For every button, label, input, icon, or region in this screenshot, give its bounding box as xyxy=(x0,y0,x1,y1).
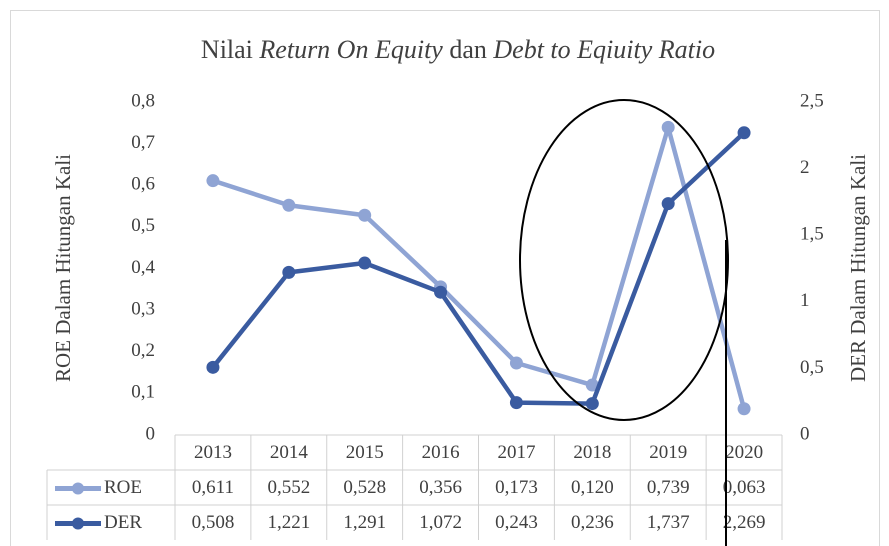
table-value: 0,356 xyxy=(419,477,462,498)
y-tick-label: 0,5 xyxy=(131,215,155,236)
y2-tick-label: 0,5 xyxy=(800,357,824,378)
title-part: dan xyxy=(443,35,494,64)
x-tick-label: 2020 xyxy=(725,442,763,463)
table-value: 0,611 xyxy=(192,477,234,498)
data-point xyxy=(282,198,296,212)
y-tick-label: 0,3 xyxy=(131,298,155,319)
table-value: 0,243 xyxy=(495,512,538,533)
table-value: 1,221 xyxy=(267,512,310,533)
table-value: 0,739 xyxy=(647,477,690,498)
series-line xyxy=(212,125,747,410)
title-part: Nilai xyxy=(201,35,260,64)
y-axis-label: ROE Dalam Hitungan Kali xyxy=(51,154,75,382)
data-point xyxy=(509,396,523,410)
chart-border xyxy=(10,10,880,546)
highlight-ellipse xyxy=(519,99,729,421)
legend-marker xyxy=(72,517,84,530)
y2-tick-label: 1 xyxy=(800,290,810,311)
table-value: 1,737 xyxy=(647,512,690,533)
x-tick-label: 2014 xyxy=(270,442,309,463)
y2-tick-label: 2 xyxy=(800,157,810,178)
x-tick-label: 2018 xyxy=(573,442,611,463)
y-tick-label: 0,6 xyxy=(131,174,155,195)
y-tick-label: 0,4 xyxy=(131,257,155,278)
table-value: 0,508 xyxy=(192,512,235,533)
table-value: 0,552 xyxy=(267,477,310,498)
legend-marker xyxy=(72,482,84,495)
data-point xyxy=(206,174,220,188)
data-point xyxy=(509,356,523,370)
data-point xyxy=(585,378,599,392)
table-value: 0,236 xyxy=(571,512,614,533)
data-point xyxy=(737,126,751,140)
y2-tick-label: 0 xyxy=(800,423,810,444)
x-tick-label: 2015 xyxy=(346,442,384,463)
x-tick-label: 2017 xyxy=(497,442,535,463)
table-value: 1,072 xyxy=(419,512,462,533)
data-point xyxy=(585,397,599,411)
y-tick-label: 0 xyxy=(146,423,156,444)
legend-label: DER xyxy=(104,512,142,533)
legend-label: ROE xyxy=(104,477,142,498)
y-tick-label: 0,7 xyxy=(131,132,155,153)
y2-tick-label: 1,5 xyxy=(800,224,824,245)
series-line xyxy=(211,131,746,406)
y2-tick-label: 2,5 xyxy=(800,90,824,111)
data-point xyxy=(661,120,675,134)
table-value: 1,291 xyxy=(343,512,386,533)
data-point xyxy=(282,265,296,279)
table-value: 0,120 xyxy=(571,477,614,498)
data-point xyxy=(661,197,675,211)
table-value: 2,269 xyxy=(723,512,766,533)
data-point xyxy=(358,208,372,222)
chart-title: Nilai Return On Equity dan Debt to Eqiui… xyxy=(201,35,715,64)
y2-axis-label: DER Dalam Hitungan Kali xyxy=(846,154,870,382)
title-part: Return On Equity xyxy=(258,35,443,64)
data-point xyxy=(434,285,448,299)
x-tick-label: 2019 xyxy=(649,442,687,463)
data-point xyxy=(206,360,220,374)
x-tick-label: 2013 xyxy=(194,442,232,463)
y-tick-label: 0,8 xyxy=(131,90,155,111)
y-tick-label: 0,1 xyxy=(131,382,155,403)
y-tick-label: 0,2 xyxy=(131,340,155,361)
data-point xyxy=(358,256,372,270)
title-part: Debt to Eqiuity Ratio xyxy=(492,35,715,64)
table-value: 0,063 xyxy=(723,477,766,498)
table-value: 0,528 xyxy=(343,477,386,498)
x-tick-label: 2016 xyxy=(422,442,460,463)
table-value: 0,173 xyxy=(495,477,538,498)
data-point xyxy=(737,402,751,416)
